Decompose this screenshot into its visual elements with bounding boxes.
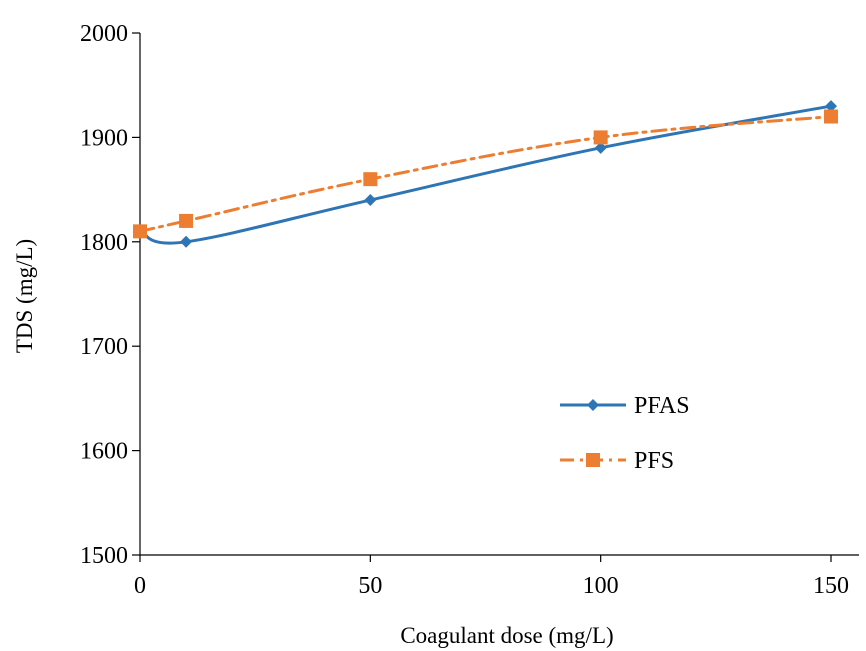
y-tick-label: 1900: [80, 125, 128, 151]
x-tick-label: 50: [358, 573, 382, 599]
x-tick-label: 0: [134, 573, 146, 599]
data-point-pfas: [180, 235, 193, 248]
legend-label-pfas: PFAS: [634, 393, 690, 419]
legend-marker-pfs: [586, 453, 600, 467]
data-point-pfs: [593, 130, 608, 145]
y-tick-label: 1800: [80, 230, 128, 256]
x-tick-label: 100: [583, 573, 619, 599]
data-point-pfs: [133, 224, 147, 239]
series-line-pfs: [138, 115, 833, 233]
axes: 1500 1600 1700 1800 1900 2000 0 50 100 150: [80, 21, 859, 599]
x-tick-label: 150: [813, 573, 849, 599]
series-line-pfas: [138, 104, 833, 245]
legend: PFAS PFS: [560, 393, 690, 474]
y-axis-title: TDS (mg/L): [12, 239, 37, 353]
y-tick-label: 1600: [80, 439, 128, 465]
y-tick-label: 1500: [80, 543, 128, 569]
data-point-pfs: [824, 109, 838, 124]
y-tick-label: 2000: [80, 21, 128, 47]
data-point-pfas: [364, 194, 377, 207]
y-tick-label: 1700: [80, 334, 128, 360]
legend-label-pfs: PFS: [634, 448, 674, 474]
plot-area: [133, 100, 838, 248]
legend-marker-pfas: [587, 399, 599, 411]
data-point-pfs: [363, 172, 378, 187]
x-axis-title: Coagulant dose (mg/L): [400, 623, 613, 648]
data-point-pfas: [594, 141, 607, 154]
data-point-pfas: [825, 100, 837, 113]
data-point-pfs: [179, 213, 194, 228]
